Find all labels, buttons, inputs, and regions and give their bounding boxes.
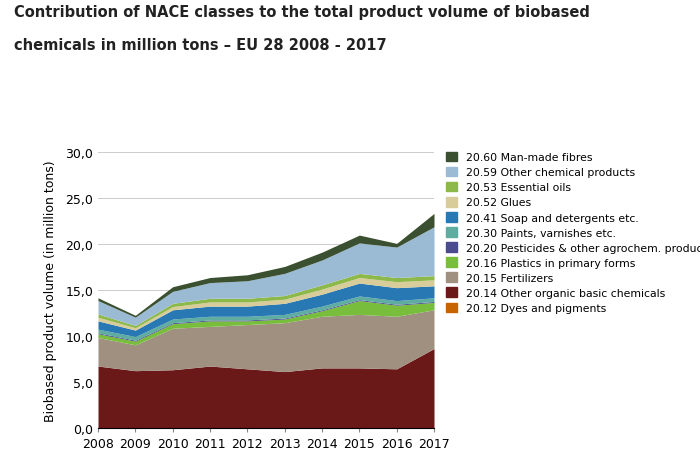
Legend: 20.60 Man-made fibres, 20.59 Other chemical products, 20.53 Essential oils, 20.5: 20.60 Man-made fibres, 20.59 Other chemi… <box>446 152 700 314</box>
Text: chemicals in million tons – EU 28 2008 - 2017: chemicals in million tons – EU 28 2008 -… <box>14 38 386 53</box>
Text: Contribution of NACE classes to the total product volume of biobased: Contribution of NACE classes to the tota… <box>14 5 590 20</box>
Y-axis label: Biobased product volume (in million tons): Biobased product volume (in million tons… <box>44 160 57 421</box>
